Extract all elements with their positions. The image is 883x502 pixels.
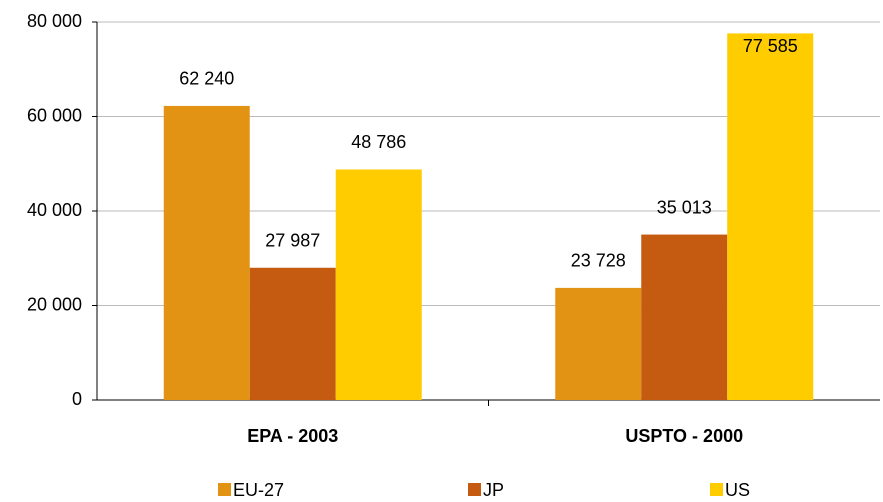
legend-label: US	[725, 480, 750, 500]
legend-swatch	[218, 483, 231, 496]
y-tick-label: 20 000	[27, 294, 82, 314]
bar	[727, 33, 814, 400]
value-label: 48 786	[351, 132, 406, 152]
legend-label: EU-27	[233, 480, 284, 500]
y-tick-label: 0	[72, 389, 82, 409]
x-tick-label: USPTO - 2000	[625, 426, 743, 446]
x-tick-label: EPA - 2003	[247, 426, 338, 446]
y-tick-label: 40 000	[27, 200, 82, 220]
value-label: 35 013	[657, 197, 712, 217]
value-label: 62 240	[179, 69, 234, 89]
y-tick-label: 60 000	[27, 105, 82, 125]
value-label: 77 585	[743, 36, 798, 56]
bar	[163, 105, 250, 400]
legend-swatch	[710, 483, 723, 496]
bar	[335, 169, 422, 400]
legend-label: JP	[483, 480, 504, 500]
value-label: 27 987	[265, 231, 320, 251]
bar	[555, 287, 642, 400]
legend-swatch	[468, 483, 481, 496]
bar	[249, 267, 336, 400]
value-label: 23 728	[571, 251, 626, 271]
bar	[641, 234, 728, 400]
y-tick-label: 80 000	[27, 11, 82, 31]
